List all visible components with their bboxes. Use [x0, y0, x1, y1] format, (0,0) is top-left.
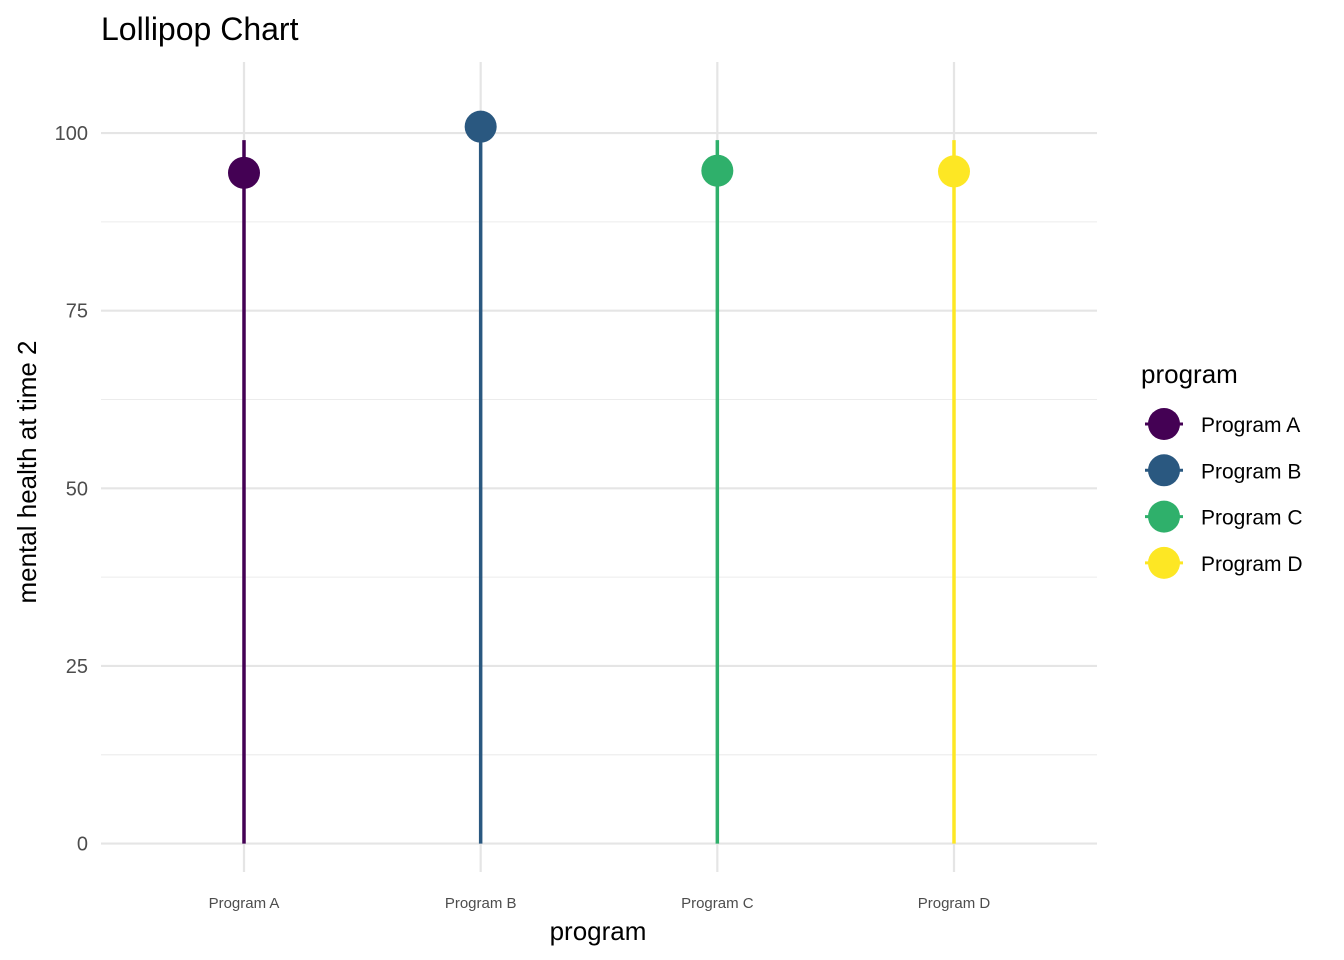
- x-axis-label: program: [550, 916, 647, 946]
- y-tick-label: 75: [66, 301, 88, 323]
- y-tick-label: 0: [77, 834, 88, 856]
- x-tick-label: Program A: [209, 895, 280, 912]
- legend-key-point: [1148, 454, 1180, 487]
- legend-label: Program C: [1201, 507, 1303, 530]
- legend-item: Program D: [1145, 546, 1303, 579]
- lollipop-point: [228, 156, 260, 189]
- x-tick-label: Program B: [445, 895, 517, 912]
- legend-label: Program A: [1201, 414, 1300, 437]
- lollipop-point: [938, 155, 970, 188]
- lollipop-marks: [228, 110, 970, 844]
- legend: program Program A Program B Program C Progr…: [1141, 359, 1303, 579]
- legend-key-point: [1148, 408, 1180, 440]
- x-tick-label: Program D: [918, 895, 991, 912]
- x-axis-ticks: Program A Program B Program C Program D: [209, 895, 991, 912]
- legend-label: Program B: [1201, 460, 1301, 483]
- y-tick-label: 25: [66, 656, 88, 678]
- legend-key-point: [1148, 546, 1180, 579]
- legend-key-point: [1148, 500, 1180, 533]
- legend-item: Program A: [1145, 408, 1300, 440]
- lollipop-point: [701, 154, 734, 187]
- x-tick-label: Program C: [681, 895, 754, 912]
- y-tick-label: 50: [66, 478, 88, 500]
- chart-title: Lollipop Chart: [101, 11, 299, 47]
- legend-title: program: [1141, 359, 1238, 389]
- legend-label: Program D: [1201, 553, 1303, 576]
- y-axis-label: mental health at time 2: [12, 340, 42, 603]
- y-tick-label: 100: [55, 123, 88, 145]
- legend-item: Program C: [1145, 500, 1303, 533]
- y-axis-ticks: 0 25 50 75 100: [55, 123, 88, 856]
- legend-item: Program B: [1145, 454, 1301, 487]
- lollipop-point: [464, 110, 497, 143]
